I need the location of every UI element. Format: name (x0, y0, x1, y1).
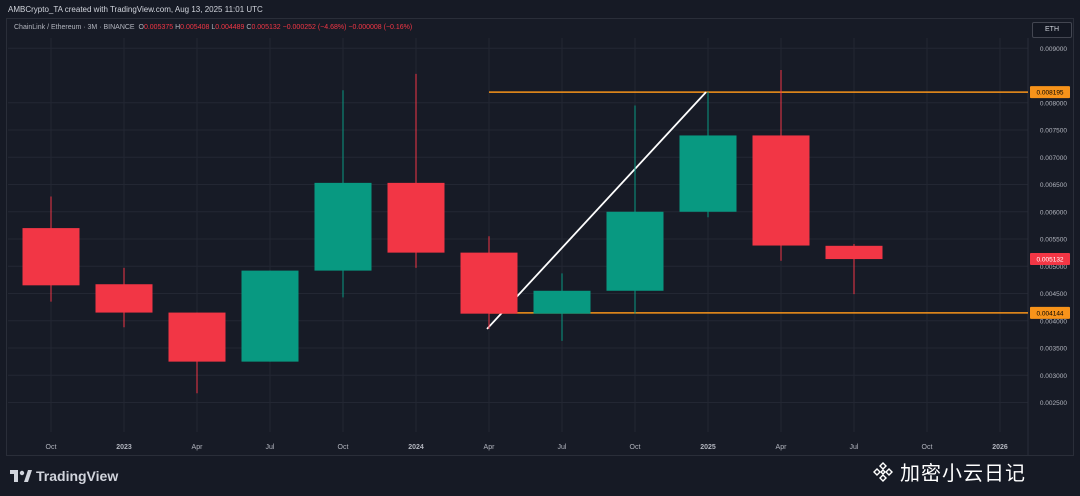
y-tick-label: 0.005000 (1040, 264, 1067, 271)
level-price-tag (1030, 86, 1070, 99)
x-tick-label: 2023 (116, 444, 132, 451)
close-value: 0.005132 (251, 24, 281, 31)
y-tick-label: 0.003500 (1040, 346, 1067, 353)
change-value-secondary: −0.000008 (−0.16%) (348, 24, 413, 31)
binance-diamond-icon (873, 461, 893, 482)
level-price-tag (1030, 306, 1070, 319)
watermark-text: 加密小云日记 (900, 463, 1026, 485)
x-tick-label: Jul (850, 444, 859, 451)
x-tick-label: Apr (776, 444, 788, 451)
tradingview-icon (10, 470, 32, 482)
candle-body (606, 211, 664, 291)
candle-body (95, 284, 153, 313)
price-chart[interactable]: Oct 2023 Apr Jul Oct 2024 Apr Jul Oct 2025 Apr Jul O… (0, 0, 1080, 456)
top-bar: AMBCrypto_TA created with TradingView.co… (0, 0, 1080, 20)
y-tick-label: 0.006000 (1040, 209, 1067, 216)
currency-button[interactable]: ETH (1032, 22, 1072, 38)
candle-body (752, 135, 810, 246)
chart-credit: AMBCrypto_TA created with TradingView.co… (8, 5, 263, 14)
y-tick-label: 0.007500 (1040, 128, 1067, 135)
x-tick-label: 2024 (408, 444, 424, 451)
candle-body (168, 312, 226, 362)
symbol-legend: ChainLink / Ethereum · 3M · BINANCE O0.0… (14, 24, 412, 31)
level-price-label: 0.004144 (1036, 310, 1063, 317)
y-tick-label: 0.003000 (1040, 373, 1067, 380)
candle-body (679, 135, 737, 212)
candle-body (460, 252, 518, 314)
x-tick-label: Jul (558, 444, 567, 451)
chart-frame (6, 18, 1074, 456)
y-tick-label: 0.008000 (1040, 100, 1067, 107)
candle-body (825, 245, 883, 260)
y-tick-label: 0.004500 (1040, 291, 1067, 298)
bottom-bar (0, 456, 1080, 496)
y-tick-label: 0.009000 (1040, 46, 1067, 53)
y-tick-label: 0.006500 (1040, 182, 1067, 189)
candle-body (22, 228, 80, 286)
high-value: 0.005408 (180, 24, 210, 31)
last-price-label: 0.005132 (1036, 257, 1063, 264)
y-tick-label: 0.007000 (1040, 155, 1067, 162)
x-tick-label: Oct (338, 444, 349, 451)
open-label: O (138, 24, 144, 31)
candle-body (387, 182, 445, 253)
level-price-label: 0.008195 (1036, 90, 1063, 97)
candle-body (314, 182, 372, 271)
candle-body (533, 290, 591, 314)
y-tick-label: 0.002500 (1040, 400, 1067, 407)
x-tick-label: Jul (266, 444, 275, 451)
candle-body (241, 270, 299, 362)
open-value: 0.005375 (143, 24, 174, 31)
x-tick-label: Apr (484, 444, 496, 451)
low-label: L (211, 24, 216, 31)
watermark: 加密小云日记 (872, 457, 1026, 486)
x-tick-label: Oct (630, 444, 641, 451)
high-label: H (175, 24, 181, 31)
y-tick-label: 0.004000 (1040, 318, 1067, 325)
change-value: −0.000252 (−4.68%) (282, 24, 347, 31)
y-tick-label: 0.005500 (1040, 237, 1067, 244)
x-tick-label: Apr (192, 444, 204, 451)
tradingview-brand: TradingView (36, 468, 119, 484)
close-label: C (246, 24, 252, 31)
x-tick-label: 2025 (700, 444, 716, 451)
trendline (486, 91, 707, 330)
x-tick-label: 2026 (992, 444, 1008, 451)
x-tick-label: Oct (922, 444, 933, 451)
last-price-tag (1030, 253, 1070, 266)
low-value: 0.004489 (215, 24, 245, 31)
x-tick-label: Oct (46, 444, 57, 451)
tradingview-logo[interactable]: TradingView (10, 468, 118, 484)
symbol-name[interactable]: ChainLink / Ethereum · 3M · BINANCE (14, 24, 135, 31)
